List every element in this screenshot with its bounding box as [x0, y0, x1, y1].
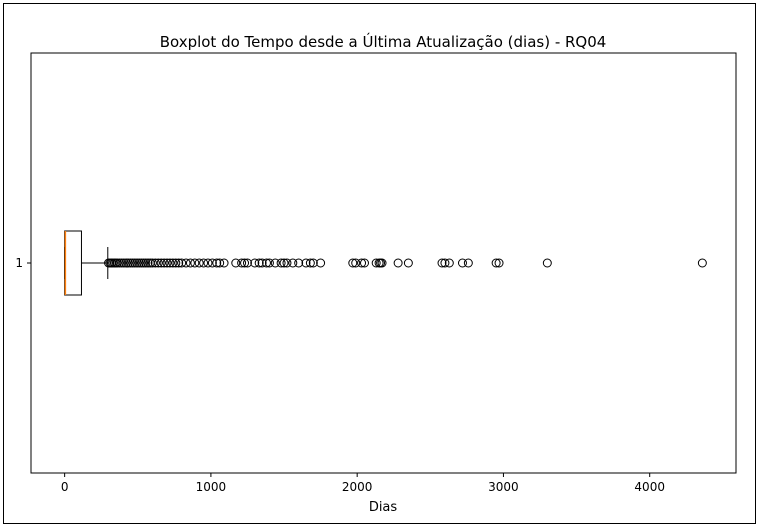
outlier-point: [301, 258, 311, 268]
outlier-point: [181, 258, 191, 268]
outlier-point: [237, 258, 247, 268]
outlier-point: [130, 258, 140, 268]
outlier-point: [308, 258, 318, 268]
outlier-point: [162, 258, 172, 268]
outlier-point: [457, 258, 467, 268]
outlier-point: [121, 258, 131, 268]
outlier-point: [305, 258, 315, 268]
outlier-point: [697, 258, 707, 268]
outlier-point: [279, 258, 289, 268]
outlier-point: [403, 258, 413, 268]
outlier-point: [123, 258, 133, 268]
outlier-point: [177, 258, 187, 268]
outlier-point: [114, 258, 124, 268]
outlier-point: [393, 258, 403, 268]
outlier-point: [359, 258, 369, 268]
outlier-point: [264, 258, 274, 268]
outlier-point: [168, 258, 178, 268]
chart-title: Boxplot do Tempo desde a Última Atualiza…: [160, 32, 607, 51]
x-tick-label: 0: [61, 480, 69, 494]
outlier-point: [125, 258, 135, 268]
outlier-point: [294, 258, 304, 268]
x-tick-label: 1000: [196, 480, 227, 494]
outlier-point: [194, 258, 204, 268]
outlier-point: [156, 258, 166, 268]
outlier-point: [143, 258, 153, 268]
outlier-point: [153, 258, 163, 268]
outlier-point: [185, 258, 195, 268]
x-axis-label: Dias: [369, 500, 398, 515]
outlier-point: [219, 258, 229, 268]
box-group: [64, 230, 109, 296]
outlier-point: [250, 258, 260, 268]
outlier-point: [174, 258, 184, 268]
outlier-point: [165, 258, 175, 268]
x-tick-label: 2000: [342, 480, 373, 494]
outlier-point: [117, 258, 127, 268]
outlier-point: [136, 258, 146, 268]
outlier-point: [212, 258, 222, 268]
outlier-point: [542, 258, 552, 268]
outlier-group: [104, 258, 707, 268]
outlier-point: [171, 258, 181, 268]
outlier-point: [377, 258, 387, 268]
figure-frame: [3, 3, 756, 524]
outlier-point: [190, 258, 200, 268]
outlier-point: [257, 258, 267, 268]
outlier-point: [231, 258, 241, 268]
x-tick-label: 3000: [488, 480, 519, 494]
outlier-point: [444, 258, 454, 268]
outlier-point: [150, 258, 160, 268]
outlier-point: [270, 258, 280, 268]
outlier-point: [112, 258, 122, 268]
outlier-point: [134, 258, 144, 268]
outlier-point: [437, 258, 447, 268]
outlier-point: [371, 258, 381, 268]
outlier-point: [132, 258, 142, 268]
outlier-point: [316, 258, 326, 268]
outlier-point: [159, 258, 169, 268]
outlier-point: [199, 258, 209, 268]
outlier-point: [215, 258, 225, 268]
outlier-point: [261, 258, 271, 268]
outlier-point: [203, 258, 213, 268]
outlier-point: [494, 258, 504, 268]
x-tick-label: 4000: [634, 480, 665, 494]
y-tick-label: 1: [15, 256, 23, 270]
outlier-point: [207, 258, 217, 268]
outlier-point: [240, 258, 250, 268]
x-axis-ticks: 0 1000 2000 3000 4000: [61, 473, 665, 494]
outlier-point: [491, 258, 501, 268]
outlier-point: [139, 258, 149, 268]
y-axis-ticks: 1: [15, 256, 31, 270]
outlier-point: [440, 258, 450, 268]
outlier-point: [357, 258, 367, 268]
outlier-point: [242, 258, 252, 268]
outlier-point: [276, 258, 286, 268]
outlier-point: [147, 258, 157, 268]
outlier-point: [288, 258, 298, 268]
outlier-point: [128, 258, 138, 268]
outlier-point: [348, 258, 358, 268]
outlier-point: [463, 258, 473, 268]
outlier-point: [282, 258, 292, 268]
outlier-point: [119, 258, 129, 268]
outlier-point: [141, 258, 151, 268]
outlier-point: [351, 258, 361, 268]
box-iqr: [64, 230, 82, 296]
outlier-point: [254, 258, 264, 268]
